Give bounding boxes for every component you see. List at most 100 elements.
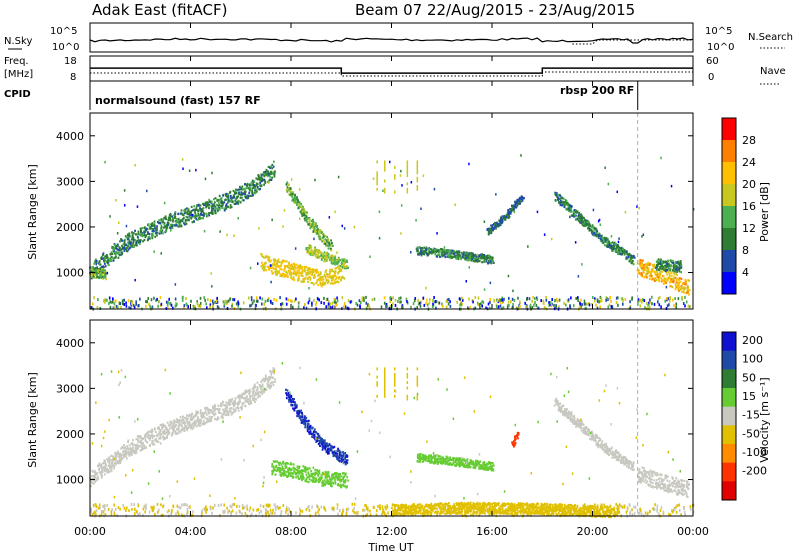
heatmap-cell — [318, 233, 321, 237]
heatmap-cell — [285, 510, 287, 514]
heatmap-cell — [595, 234, 598, 237]
heatmap-cell — [579, 302, 582, 306]
heatmap-cell — [336, 251, 338, 254]
heatmap-cell — [589, 228, 592, 231]
heatmap-cell — [195, 207, 198, 210]
heatmap-cell — [202, 207, 205, 210]
heatmap-cell — [275, 268, 278, 271]
heatmap-cell — [570, 210, 573, 213]
heatmap-cell — [197, 209, 200, 212]
heatmap-cell — [206, 421, 208, 424]
heatmap-cell — [384, 160, 386, 164]
heatmap-cell — [295, 297, 297, 301]
heatmap-cell — [220, 404, 223, 407]
heatmap-cell — [474, 258, 476, 261]
heatmap-cell — [123, 242, 126, 245]
heatmap-cell — [117, 256, 120, 259]
heatmap-cell — [442, 253, 445, 256]
heatmap-cell — [633, 256, 636, 259]
heatmap-cell — [98, 462, 101, 465]
heatmap-cell — [174, 283, 177, 286]
heatmap-cell — [221, 200, 224, 203]
heatmap-cell — [254, 187, 257, 190]
heatmap-cell — [400, 503, 403, 507]
heatmap-cell — [670, 271, 673, 274]
heatmap-cell — [542, 299, 544, 303]
heatmap-cell — [629, 306, 631, 310]
heatmap-cell — [145, 506, 147, 510]
heatmap-cell — [214, 407, 216, 411]
heatmap-cell — [450, 257, 453, 260]
heatmap-cell — [295, 198, 298, 201]
heatmap-cell — [166, 431, 168, 434]
heatmap-cell — [274, 270, 277, 273]
heatmap-cell — [663, 281, 666, 284]
heatmap-cell — [272, 165, 275, 168]
freq-unit: [MHz] — [4, 69, 33, 80]
heatmap-cell — [224, 299, 227, 303]
heatmap-cell — [144, 510, 146, 514]
heatmap-cell — [577, 299, 579, 302]
heatmap-cell — [308, 297, 311, 301]
heatmap-cell — [521, 196, 524, 199]
heatmap-cell — [632, 263, 635, 266]
heatmap-cell — [107, 464, 110, 467]
heatmap-cell — [238, 188, 241, 191]
heatmap-cell — [420, 250, 422, 253]
heatmap-cell — [677, 282, 679, 285]
heatmap-cell — [427, 253, 430, 256]
heatmap-cell — [593, 299, 596, 303]
heatmap-cell — [427, 248, 429, 251]
heatmap-cell — [486, 227, 489, 231]
heatmap-cell — [550, 304, 553, 308]
heatmap-cell — [229, 197, 232, 200]
heatmap-cell — [489, 258, 492, 261]
heatmap-cell — [416, 171, 419, 175]
heatmap-cell — [234, 199, 237, 202]
heatmap-cell — [149, 438, 151, 441]
heatmap-cell — [281, 274, 284, 277]
heatmap-cell — [311, 301, 313, 305]
heatmap-cell — [131, 231, 133, 234]
heatmap-cell — [326, 256, 328, 259]
heatmap-cell — [323, 296, 325, 300]
heatmap-cell — [231, 304, 233, 308]
heatmap-cell — [139, 240, 142, 244]
nave-label: Nave — [760, 66, 786, 77]
heatmap-cell — [243, 506, 246, 510]
heatmap-cell — [334, 256, 336, 259]
heatmap-cell — [237, 409, 240, 412]
heatmap-cell — [244, 187, 246, 191]
heatmap-cell — [575, 214, 577, 217]
heatmap-cell — [186, 420, 189, 423]
heatmap-cell — [229, 190, 232, 193]
heatmap-cell — [485, 255, 488, 258]
heatmap-cell — [244, 183, 246, 186]
heatmap-cell — [218, 409, 221, 412]
heatmap-cell — [101, 271, 104, 274]
heatmap-cell — [253, 185, 255, 189]
heatmap-cell — [584, 302, 587, 306]
heatmap-cell — [138, 239, 141, 242]
heatmap-cell — [127, 440, 129, 444]
heatmap-cell — [671, 286, 674, 289]
heatmap-cell — [120, 455, 122, 458]
heatmap-cell — [660, 305, 662, 309]
heatmap-cell — [591, 226, 594, 229]
heatmap-cell — [171, 432, 174, 435]
heatmap-cell — [94, 503, 97, 506]
heatmap-cell — [666, 260, 668, 264]
heatmap-cell — [394, 165, 396, 169]
heatmap-cell — [594, 505, 597, 509]
heatmap-cell — [110, 251, 113, 254]
heatmap-cell — [157, 304, 159, 308]
heatmap-cell — [421, 247, 424, 250]
heatmap-cell — [494, 224, 497, 227]
heatmap-cell — [113, 467, 115, 470]
heatmap-cell — [390, 298, 393, 301]
heatmap-cell — [128, 444, 131, 447]
heatmap-cell — [319, 283, 322, 286]
heatmap-cell — [257, 262, 259, 265]
heatmap-cell — [558, 298, 561, 302]
heatmap-cell — [441, 255, 444, 258]
